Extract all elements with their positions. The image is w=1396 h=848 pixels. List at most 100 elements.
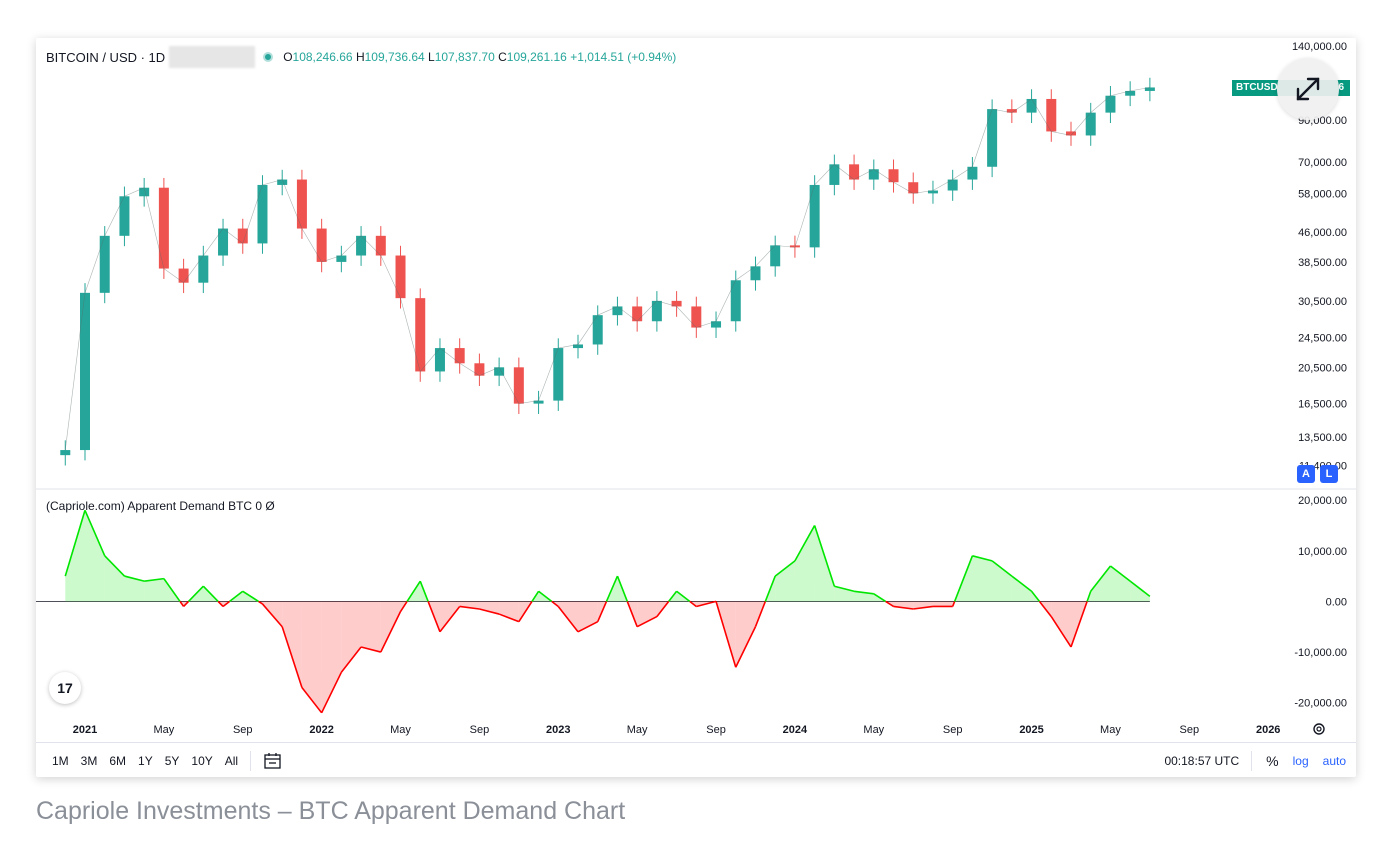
auto-scale-toggle[interactable]: auto xyxy=(1322,753,1346,768)
demand-area-segment xyxy=(104,555,125,602)
figure-caption: Capriole Investments – BTC Apparent Dema… xyxy=(36,797,626,825)
demand-line-segment xyxy=(187,585,204,602)
tradingview-logo-icon[interactable]: 17 xyxy=(49,672,81,704)
price-tick-label: 20,500.00 xyxy=(1298,362,1347,374)
clock-utc[interactable]: 00:18:57 UTC xyxy=(1164,753,1240,768)
range-6m[interactable]: 6M xyxy=(109,753,127,768)
price-candle xyxy=(1046,89,1057,142)
time-axis[interactable]: 2021 May Sep 2022 May Sep 2023 May Sep 2024 May Sep… xyxy=(73,724,1281,736)
demand-area-segment xyxy=(341,601,362,673)
range-1m[interactable]: 1M xyxy=(52,753,69,768)
demand-line-segment xyxy=(696,600,717,608)
time-tick-label: 2023 xyxy=(546,724,570,736)
demand-area-segment xyxy=(301,601,322,713)
fullscreen-button[interactable] xyxy=(1277,58,1339,120)
time-tick-label: 2024 xyxy=(783,724,808,736)
demand-line-segment xyxy=(163,578,181,602)
demand-line-segment xyxy=(913,605,934,610)
time-tick-label: May xyxy=(627,724,648,736)
demand-area-segment xyxy=(1011,576,1032,602)
demand-line-segment xyxy=(531,590,540,602)
date-range-calendar-icon[interactable] xyxy=(263,751,283,771)
price-tick-label: 30,500.00 xyxy=(1298,296,1347,308)
redacted-exchange xyxy=(169,46,256,68)
demand-line-segment xyxy=(179,600,185,607)
time-tick-label: 2021 xyxy=(73,724,97,736)
demand-line-segment xyxy=(222,600,231,608)
price-candle xyxy=(277,169,288,196)
demand-line-segment xyxy=(281,626,303,688)
price-candle xyxy=(80,283,90,461)
symbol-title[interactable]: BITCOIN / USD · 1D xyxy=(46,49,166,65)
demand-line-segment xyxy=(479,608,500,615)
log-scale-button[interactable]: L xyxy=(1320,465,1338,483)
demand-line-segment xyxy=(406,580,421,602)
demand-area-segment xyxy=(1110,565,1131,602)
price-candle xyxy=(1105,85,1116,123)
time-tick-label: 2025 xyxy=(1019,724,1043,736)
demand-area-segment xyxy=(775,560,795,602)
price-candle xyxy=(198,245,209,294)
demand-area-segment xyxy=(380,601,401,653)
demand-line-segment xyxy=(340,646,362,673)
range-all[interactable]: All xyxy=(224,753,239,768)
price-candle xyxy=(533,390,544,414)
price-candle xyxy=(237,218,248,254)
demand-line-segment xyxy=(605,575,619,602)
demand-line-segment xyxy=(991,560,1013,577)
time-tick-label: Sep xyxy=(706,724,726,736)
indicator-plot xyxy=(36,509,1151,714)
gear-icon[interactable] xyxy=(1313,723,1325,735)
price-candle xyxy=(99,226,110,304)
log-scale-toggle[interactable]: log xyxy=(1292,753,1309,768)
price-candle xyxy=(651,291,662,332)
demand-area-segment xyxy=(814,525,835,602)
indicator-legend[interactable]: (Capriole.com) Apparent Demand BTC 0 Ø xyxy=(46,499,275,513)
demand-area-segment xyxy=(1130,581,1150,602)
demand-line-segment xyxy=(577,620,599,633)
bottom-toolbar: 1M 3M 6M 1Y 5Y 10Y All 00:18:57 UTC % lo… xyxy=(36,742,1356,777)
demand-line-segment xyxy=(616,575,629,602)
demand-line-segment xyxy=(217,600,224,608)
range-1y[interactable]: 1Y xyxy=(138,753,153,768)
demand-line-segment xyxy=(498,613,520,623)
demand-line-segment xyxy=(735,626,757,668)
demand-line-segment xyxy=(538,590,553,603)
demand-area-segment xyxy=(361,601,381,653)
price-candle xyxy=(553,338,564,411)
price-candle xyxy=(809,175,820,258)
chart-widget: 140,000.00 90,000.00 70,000.00 58,000.00 46,… xyxy=(36,38,1356,777)
price-axis[interactable]: 140,000.0090,000.0070,000.0058,000.0046,… xyxy=(1292,41,1347,472)
demand-line-segment xyxy=(84,509,106,557)
indicator-axis[interactable]: 20,000.00 10,000.00 0.00 -10,000.00 -20,000.… xyxy=(1294,495,1347,710)
price-candle xyxy=(257,175,268,254)
price-candle xyxy=(296,169,307,239)
indicator-tick-label: 10,000.00 xyxy=(1298,546,1347,558)
range-3m[interactable]: 3M xyxy=(80,753,98,768)
price-candle xyxy=(178,258,189,294)
demand-line-segment xyxy=(104,555,126,577)
demand-area-segment xyxy=(1090,565,1111,602)
time-tick-label: Sep xyxy=(943,724,963,736)
price-candle xyxy=(967,157,978,190)
percent-scale-toggle[interactable]: % xyxy=(1266,752,1279,769)
demand-line-segment xyxy=(1070,601,1088,648)
price-candle xyxy=(60,440,71,466)
demand-line-segment xyxy=(774,560,796,577)
demand-line-segment xyxy=(124,575,145,582)
demand-line-segment xyxy=(853,590,874,595)
price-candle xyxy=(1144,77,1155,102)
demand-line-segment xyxy=(1038,600,1052,618)
price-candle xyxy=(927,180,938,204)
indicator-tick-label: -10,000.00 xyxy=(1294,647,1347,659)
demand-line-segment xyxy=(951,601,956,607)
auto-scale-button[interactable]: A xyxy=(1297,465,1315,483)
range-10y[interactable]: 10Y xyxy=(191,753,213,768)
demand-line-segment xyxy=(596,601,608,622)
range-5y[interactable]: 5Y xyxy=(164,753,180,768)
chart-canvas[interactable]: 140,000.0090,000.0070,000.0058,000.0046,… xyxy=(36,38,1356,742)
demand-area-segment xyxy=(1031,591,1040,602)
price-tick-label: 70,000.00 xyxy=(1298,157,1347,169)
demand-area-segment xyxy=(913,601,933,609)
price-tick-label: 46,000.00 xyxy=(1298,227,1347,239)
